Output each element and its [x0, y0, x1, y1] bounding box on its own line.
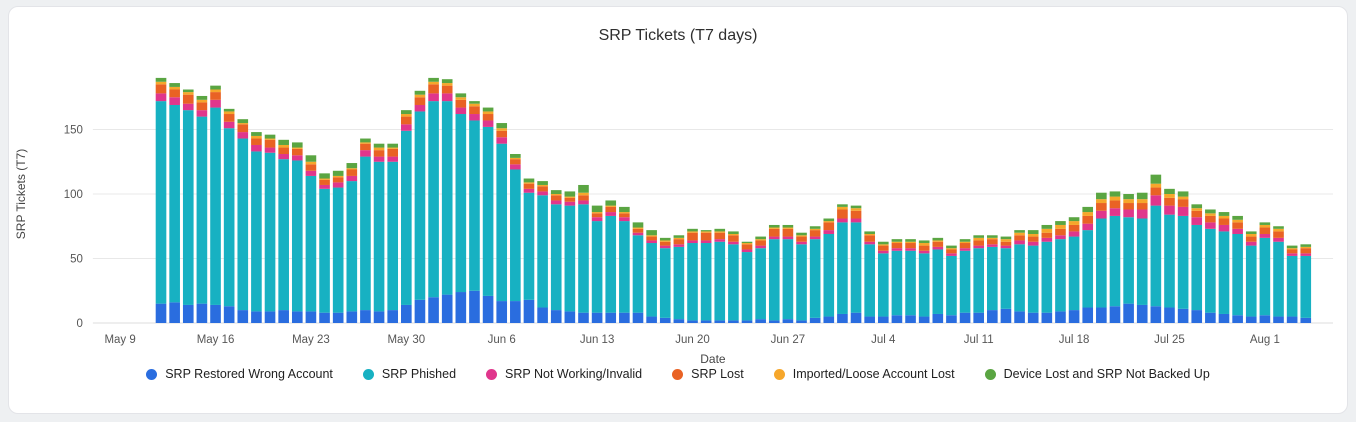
legend-dot-amber-icon	[773, 368, 785, 380]
legend-dot-green-icon	[984, 368, 996, 380]
legend-label: Imported/Loose Account Lost	[792, 367, 955, 381]
legend-label: SRP Phished	[381, 367, 457, 381]
svg-text:Jul 18: Jul 18	[1059, 334, 1090, 346]
svg-text:May 16: May 16	[197, 334, 235, 346]
legend-item-srp-not-working-invalid[interactable]: SRP Not Working/Invalid	[486, 367, 642, 381]
svg-text:Jun 27: Jun 27	[771, 334, 805, 346]
legend-item-imported-loose-account-lost[interactable]: Imported/Loose Account Lost	[773, 367, 955, 381]
legend-item-srp-restored-wrong-account[interactable]: SRP Restored Wrong Account	[146, 367, 333, 381]
legend-dot-teal-icon	[362, 368, 374, 380]
svg-text:Jun 6: Jun 6	[488, 334, 516, 346]
legend-dot-pink-icon	[486, 368, 498, 380]
legend-item-srp-phished[interactable]: SRP Phished	[362, 367, 457, 381]
chart-card: SRP Tickets (T7 days) 0 50 100 150 May 9 May …	[8, 6, 1348, 414]
legend-label: SRP Lost	[691, 367, 744, 381]
svg-text:Jul 25: Jul 25	[1154, 334, 1185, 346]
legend-label: Device Lost and SRP Not Backed Up	[1003, 367, 1210, 381]
svg-text:May 9: May 9	[105, 334, 136, 346]
svg-text:100: 100	[64, 189, 83, 201]
legend-item-device-lost-srp-not-backed-up[interactable]: Device Lost and SRP Not Backed Up	[984, 367, 1210, 381]
legend-dot-orange-icon	[672, 368, 684, 380]
svg-text:0: 0	[77, 318, 83, 330]
legend-label: SRP Not Working/Invalid	[505, 367, 643, 381]
svg-text:May 23: May 23	[292, 334, 330, 346]
svg-text:Jul 11: Jul 11	[964, 334, 994, 346]
stacked-bar-chart: 0 50 100 150 May 9 May 16 May 23 May 30 Jun 6 Jun…	[14, 77, 1334, 365]
legend-item-srp-lost[interactable]: SRP Lost	[672, 367, 744, 381]
chart-title: SRP Tickets (T7 days)	[598, 27, 758, 44]
svg-text:May 30: May 30	[387, 334, 425, 346]
svg-text:Jul 4: Jul 4	[871, 334, 896, 346]
chart-legend: SRP Restored Wrong Account SRP Phished S…	[9, 367, 1347, 381]
svg-text:SRP Tickets (T7): SRP Tickets (T7)	[14, 149, 28, 239]
legend-label: SRP Restored Wrong Account	[165, 367, 333, 381]
chart-plot-area: 0 50 100 150 May 9 May 16 May 23 May 30 Jun 6 Jun…	[9, 53, 1347, 365]
legend-dot-blue-icon	[146, 368, 158, 380]
svg-text:Date: Date	[700, 352, 726, 365]
svg-text:Aug 1: Aug 1	[1250, 334, 1280, 346]
svg-text:Jun 20: Jun 20	[675, 334, 709, 346]
svg-text:Jun 13: Jun 13	[580, 334, 614, 346]
svg-text:150: 150	[64, 124, 83, 136]
svg-text:50: 50	[70, 253, 83, 265]
